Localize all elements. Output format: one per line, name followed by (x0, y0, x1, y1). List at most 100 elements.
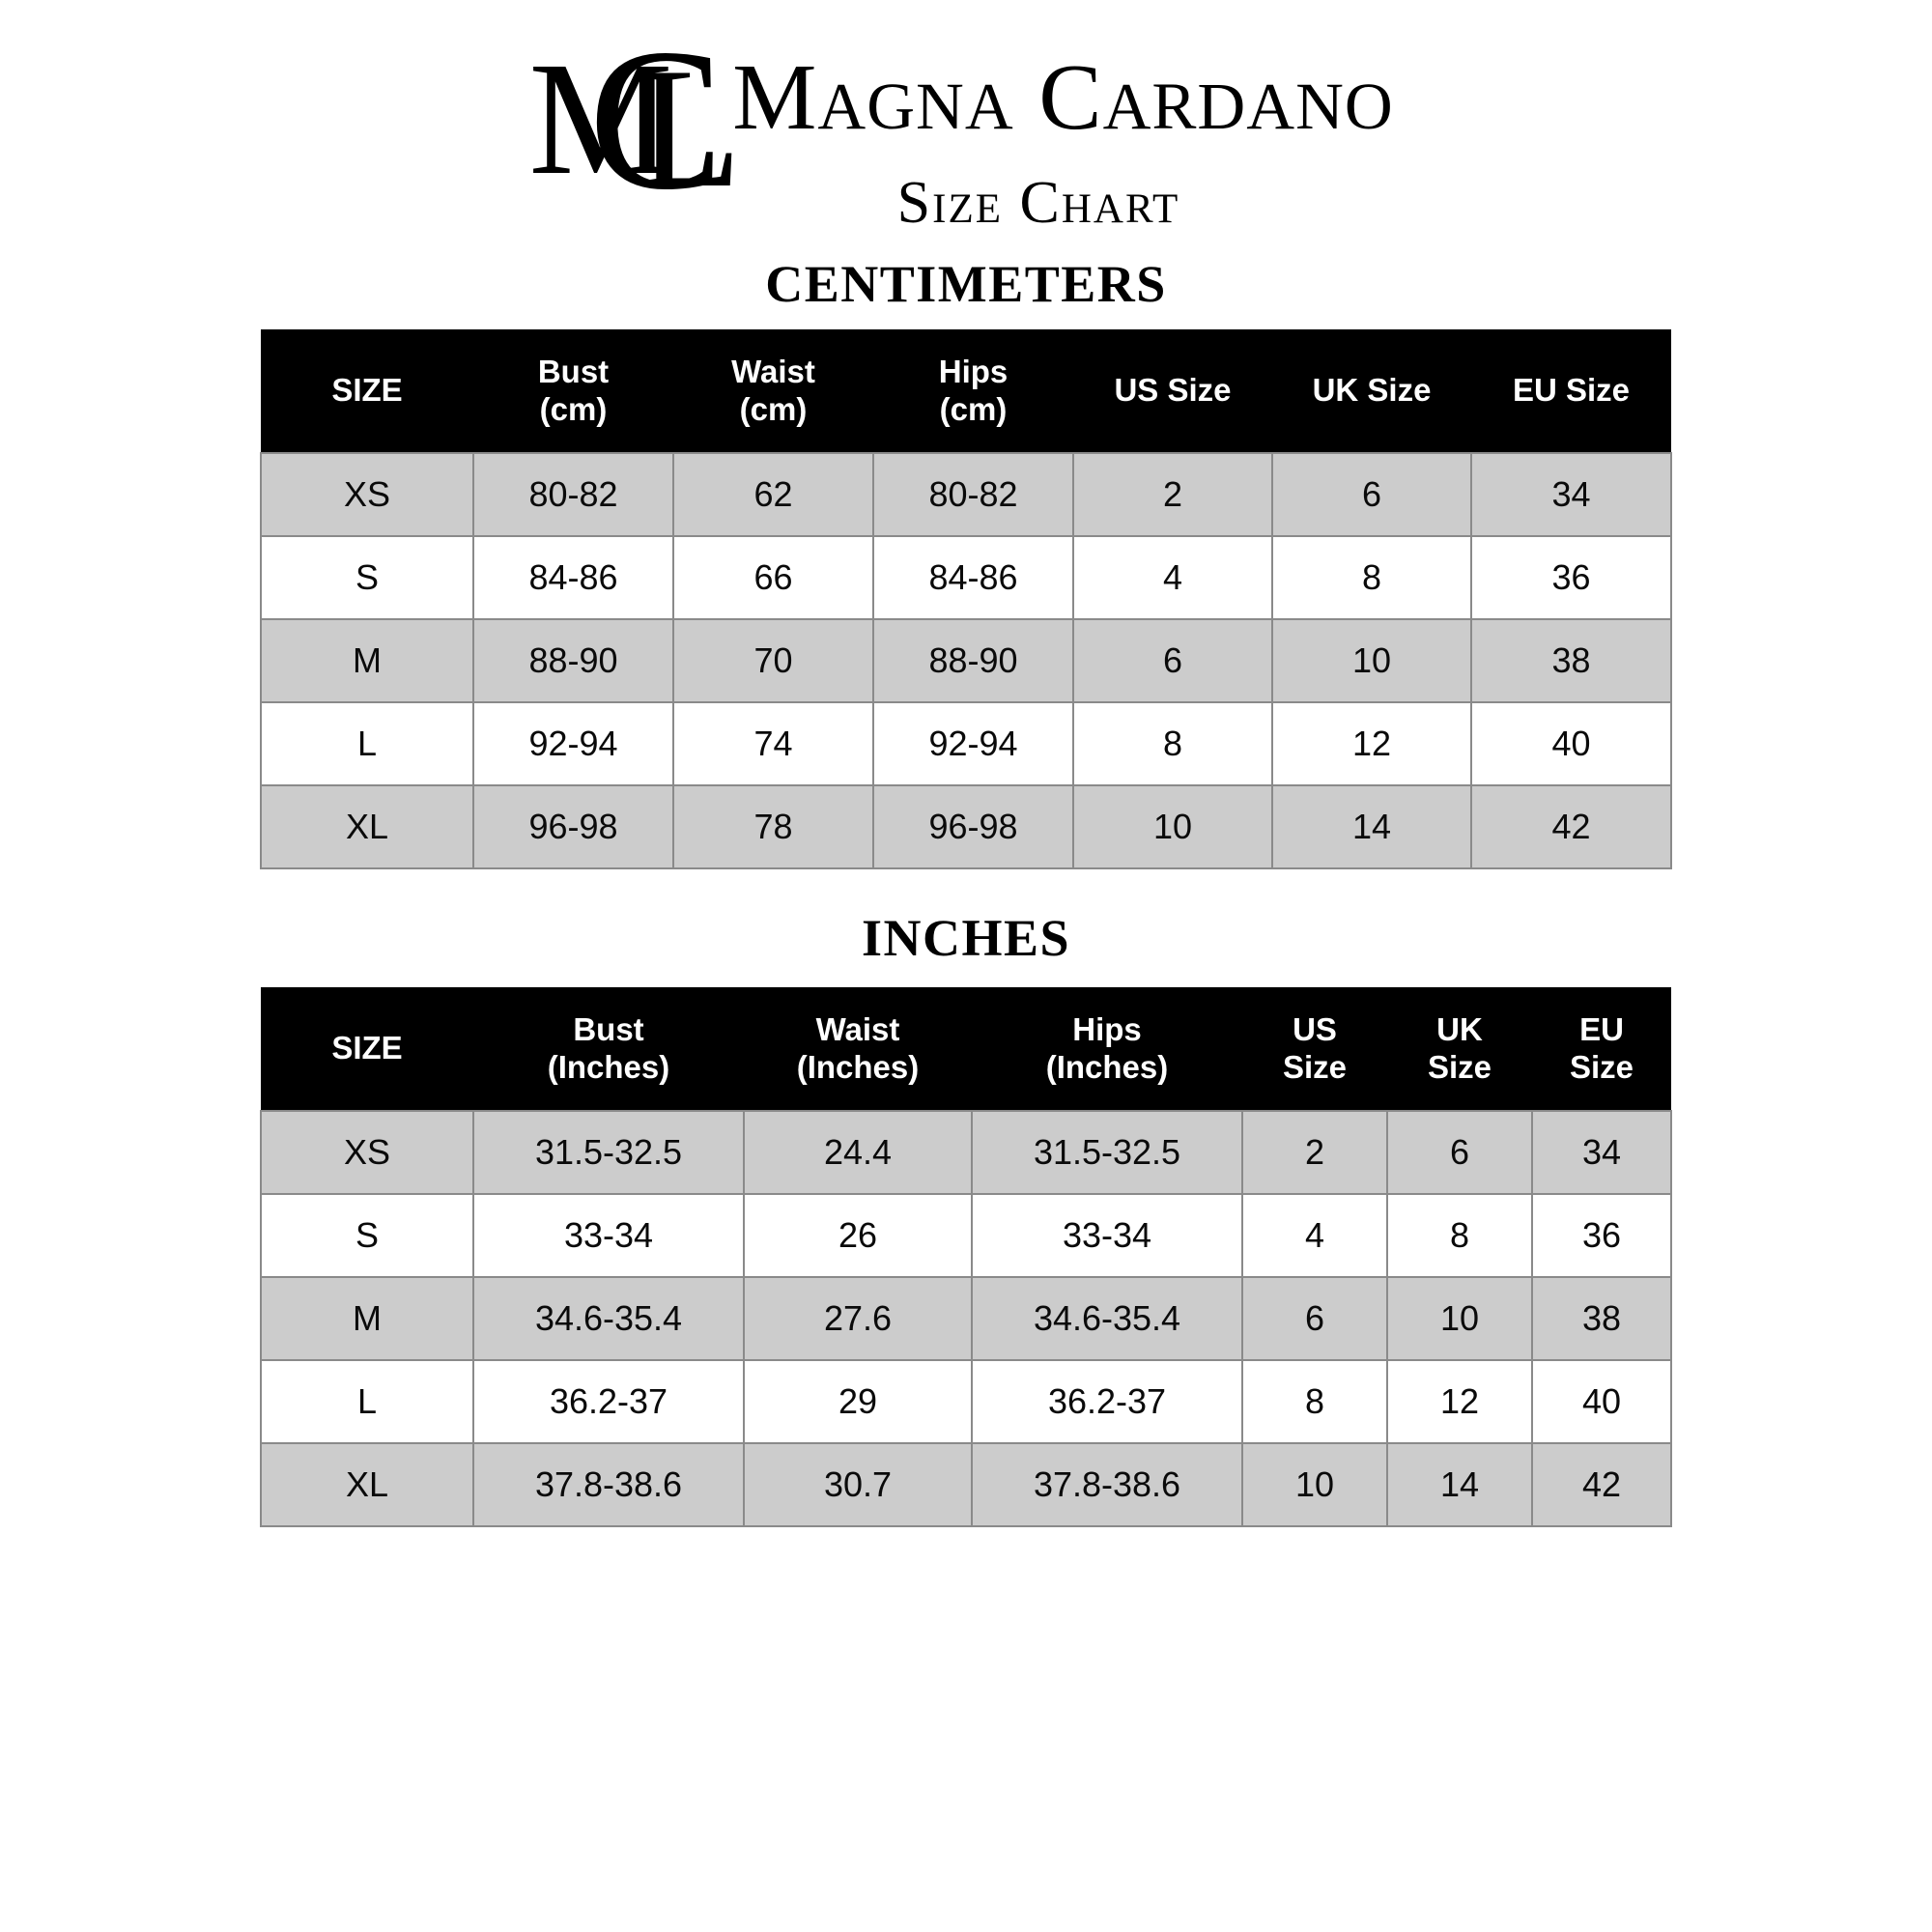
size-table-inches: SIZE Bust (Inches) Waist (Inches) Hips (… (260, 987, 1672, 1527)
column-header-hips: Hips (cm) (873, 329, 1073, 453)
table-header-inches: SIZE Bust (Inches) Waist (Inches) Hips (… (261, 987, 1671, 1111)
cell-hips: 88-90 (872, 618, 1074, 703)
cell-us: 10 (1241, 1442, 1388, 1527)
cell-uk: 14 (1386, 1442, 1533, 1527)
brand-header: M C L Magna Cardano (208, 17, 1715, 221)
cell-waist: 24.4 (743, 1110, 973, 1195)
table-row: L 92-94 74 92-94 8 12 40 (260, 701, 1672, 786)
cell-us: 8 (1241, 1359, 1388, 1444)
cell-hips: 36.2-37 (971, 1359, 1243, 1444)
cell-hips: 92-94 (872, 701, 1074, 786)
cell-bust: 80-82 (472, 452, 674, 537)
column-header-bust: Bust (Inches) (473, 987, 744, 1111)
table-row: S 84-86 66 84-86 4 8 36 (260, 535, 1672, 620)
cell-bust: 34.6-35.4 (472, 1276, 745, 1361)
cell-uk: 8 (1271, 535, 1472, 620)
header-line-1: UK Size (1312, 372, 1432, 409)
cell-us: 2 (1072, 452, 1273, 537)
cell-uk: 8 (1386, 1193, 1533, 1278)
cell-eu: 42 (1470, 784, 1672, 869)
cell-size: S (260, 535, 474, 620)
column-header-eu-size: EU Size (1471, 329, 1671, 453)
header-line-2: Size (1569, 1048, 1634, 1085)
cell-us: 10 (1072, 784, 1273, 869)
column-header-us-size: US Size (1073, 329, 1272, 453)
cell-hips: 96-98 (872, 784, 1074, 869)
table-header-centimeters: SIZE Bust (cm) Waist (cm) Hips (cm) US S… (261, 329, 1671, 453)
cell-eu: 36 (1470, 535, 1672, 620)
cell-waist: 74 (672, 701, 874, 786)
column-header-waist: Waist (cm) (673, 329, 873, 453)
column-header-size: SIZE (261, 987, 473, 1111)
header-line-1: UK (1436, 1010, 1483, 1047)
header-line-2: Size (1427, 1048, 1492, 1085)
header-line-2: (cm) (539, 390, 608, 427)
header-line-2: (cm) (939, 390, 1008, 427)
cell-us: 2 (1241, 1110, 1388, 1195)
header-line-1: Waist (731, 353, 815, 389)
cell-bust: 84-86 (472, 535, 674, 620)
size-table-centimeters: SIZE Bust (cm) Waist (cm) Hips (cm) US S… (260, 329, 1672, 869)
section-heading-inches: INCHES (861, 909, 1071, 967)
header-row: SIZE Bust (Inches) Waist (Inches) Hips (… (261, 987, 1671, 1111)
column-header-size: SIZE (261, 329, 473, 453)
cell-waist: 26 (743, 1193, 973, 1278)
cell-eu: 34 (1470, 452, 1672, 537)
cell-waist: 78 (672, 784, 874, 869)
column-header-waist: Waist (Inches) (744, 987, 972, 1111)
header-line-1: Bust (573, 1010, 644, 1047)
cell-uk: 12 (1386, 1359, 1533, 1444)
mc-monogram-logo: M C L (528, 18, 742, 221)
cell-size: L (260, 701, 474, 786)
header-line-2: Size (1282, 1048, 1348, 1085)
cell-bust: 36.2-37 (472, 1359, 745, 1444)
cell-eu: 38 (1531, 1276, 1672, 1361)
cell-bust: 37.8-38.6 (472, 1442, 745, 1527)
header-line-1: Hips (938, 353, 1009, 389)
cell-eu: 40 (1470, 701, 1672, 786)
cell-eu: 38 (1470, 618, 1672, 703)
monogram-m-glyph: M (528, 28, 672, 209)
cell-uk: 6 (1271, 452, 1472, 537)
cell-eu: 40 (1531, 1359, 1672, 1444)
cell-uk: 6 (1386, 1110, 1533, 1195)
cell-bust: 33-34 (472, 1193, 745, 1278)
cell-size: XL (260, 1442, 474, 1527)
cell-size: S (260, 1193, 474, 1278)
cell-bust: 31.5-32.5 (472, 1110, 745, 1195)
cell-waist: 30.7 (743, 1442, 973, 1527)
cell-us: 8 (1072, 701, 1273, 786)
table-row: M 88-90 70 88-90 6 10 38 (260, 618, 1672, 703)
header-line-1: Hips (1072, 1010, 1142, 1047)
cell-bust: 96-98 (472, 784, 674, 869)
table-row: M 34.6-35.4 27.6 34.6-35.4 6 10 38 (260, 1276, 1672, 1361)
cell-waist: 66 (672, 535, 874, 620)
header-line-1: US (1293, 1010, 1337, 1047)
cell-bust: 88-90 (472, 618, 674, 703)
brand-name: Magna Cardano (732, 44, 1394, 150)
cell-eu: 34 (1531, 1110, 1672, 1195)
cell-size: M (260, 618, 474, 703)
cell-us: 4 (1241, 1193, 1388, 1278)
cell-size: M (260, 1276, 474, 1361)
table-row: XL 37.8-38.6 30.7 37.8-38.6 10 14 42 (260, 1442, 1672, 1527)
cell-waist: 29 (743, 1359, 973, 1444)
header-row: SIZE Bust (cm) Waist (cm) Hips (cm) US S… (261, 329, 1671, 453)
cell-uk: 10 (1386, 1276, 1533, 1361)
header-line-1: US Size (1114, 372, 1232, 409)
cell-waist: 27.6 (743, 1276, 973, 1361)
column-header-us-size: US Size (1242, 987, 1387, 1111)
header-line-2: (Inches) (1045, 1048, 1169, 1085)
cell-hips: 34.6-35.4 (971, 1276, 1243, 1361)
table-body-inches: XS 31.5-32.5 24.4 31.5-32.5 2 6 34 S 33-… (260, 1110, 1672, 1527)
header-line-2: (Inches) (547, 1048, 670, 1085)
monogram-c-glyph: C (588, 7, 724, 232)
header-line-2: (cm) (739, 390, 808, 427)
header-line-1: Waist (815, 1010, 900, 1047)
column-header-uk-size: UK Size (1387, 987, 1532, 1111)
header-line-1: EU Size (1512, 372, 1631, 409)
cell-eu: 42 (1531, 1442, 1672, 1527)
cell-size: XL (260, 784, 474, 869)
cell-hips: 84-86 (872, 535, 1074, 620)
cell-us: 4 (1072, 535, 1273, 620)
